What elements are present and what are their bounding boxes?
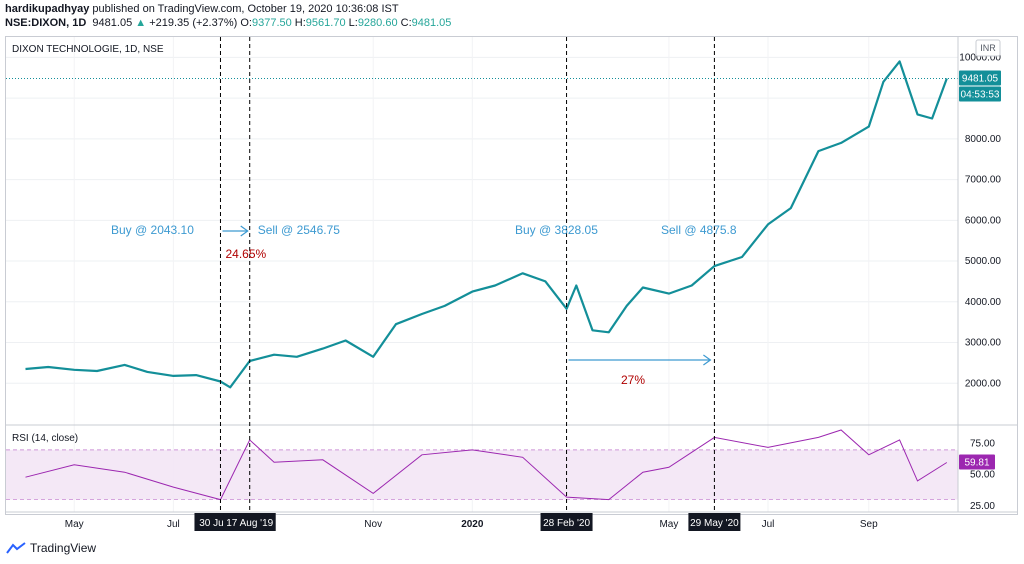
arrow-head-icon (240, 225, 249, 237)
low-value: 9280.60 (357, 17, 398, 29)
price-tick-label: 5000.00 (965, 256, 1002, 267)
price-change: +219.35 (+2.37%) (149, 17, 238, 29)
up-triangle-icon: ▲ (135, 17, 147, 29)
price-line (25, 60, 948, 389)
last-price-value: 9481.05 (962, 74, 999, 85)
publish-text: published on TradingView.com, October 19… (92, 3, 399, 15)
brand-label: TradingView (30, 541, 97, 555)
price-tick-label: 6000.00 (965, 215, 1002, 226)
price-series (25, 60, 948, 389)
tradingview-logo-icon (6, 542, 26, 554)
event-date-box (223, 513, 276, 531)
publish-info: hardikupadhyay published on TradingView.… (5, 3, 399, 15)
author-name[interactable]: hardikupadhyay (5, 3, 90, 15)
ohlc-bar: NSE:DIXON, 1D 9481.05 ▲ +219.35 (+2.37%)… (5, 17, 451, 29)
price-tick-label: 2000.00 (965, 378, 1002, 389)
footer-brand[interactable]: TradingView (6, 541, 96, 555)
annotation-return-2: 27% (621, 373, 645, 387)
price-tick-label: 4000.00 (965, 297, 1002, 308)
rsi-tick-label: 75.00 (970, 439, 995, 450)
rsi-pane-title: RSI (14, close) (12, 433, 78, 444)
currency-label: INR (980, 43, 996, 53)
grid-lines (6, 37, 958, 512)
time-tick-label: May (65, 519, 84, 530)
currency-badge[interactable]: INR (975, 39, 1001, 57)
annotation-sell-2: Sell @ 4875.8 (661, 223, 737, 237)
event-date-label: 30 Jul '19 (199, 518, 242, 529)
time-tick-label: May (659, 519, 678, 530)
close-value: 9481.05 (411, 17, 452, 29)
rsi-tick-label: 25.00 (970, 501, 995, 512)
rsi-tick-label: 50.00 (970, 470, 995, 481)
high-label: H: (294, 17, 306, 29)
time-tick-label: Sep (860, 519, 878, 530)
time-tick-label: Jul (762, 519, 775, 530)
arrow-head-icon (703, 354, 712, 366)
annotation-buy-1: Buy @ 2043.10 (111, 223, 194, 237)
price-tick-label: 7000.00 (965, 175, 1002, 186)
countdown-value: 04:53:53 (961, 90, 1000, 101)
chart-frame (5, 36, 1018, 515)
time-tick-label: Nov (364, 519, 382, 530)
rsi-last-value: 59.81 (964, 458, 989, 469)
trade-arrows (222, 225, 712, 366)
event-date-label: 28 Feb '20 (543, 518, 590, 529)
low-label: L: (348, 17, 358, 29)
time-tick-label: 2020 (461, 519, 484, 530)
symbol-label: NSE:DIXON, 1D (5, 17, 87, 29)
annotation-sell-1: Sell @ 2546.75 (258, 223, 341, 237)
rsi-line (25, 429, 948, 501)
rsi-band (6, 449, 958, 500)
rsi-value-badge: 59.81 (959, 454, 995, 470)
open-label: O: (240, 17, 252, 29)
price-tick-label: 3000.00 (965, 338, 1002, 349)
last-price-badge: 9481.05 04:53:53 (959, 70, 1001, 102)
close-label: C: (400, 17, 412, 29)
event-date-label: 17 Aug '19 (226, 518, 273, 529)
time-tick-label: Jul (167, 519, 180, 530)
event-date-box (540, 513, 593, 531)
main-pane-title: DIXON TECHNOLOGIE, 1D, NSE (12, 44, 164, 55)
event-date-label: 29 May '20 (690, 518, 739, 529)
annotation-return-1: 24.65% (225, 247, 266, 261)
open-value: 9377.50 (251, 17, 292, 29)
price-tick-label: 8000.00 (965, 134, 1002, 145)
price-tick-label: 10000.00 (959, 52, 1001, 63)
annotation-buy-2: Buy @ 3828.05 (515, 223, 598, 237)
event-date-box (688, 513, 741, 531)
high-value: 9561.70 (305, 17, 346, 29)
last-price: 9481.05 (92, 17, 133, 29)
